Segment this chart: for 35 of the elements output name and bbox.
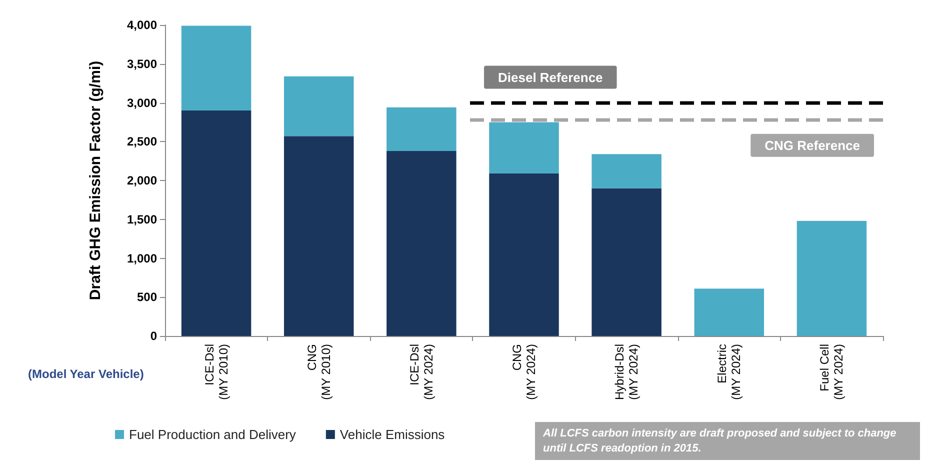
y-tick-label: 1,000 (126, 251, 158, 266)
bar (489, 174, 559, 336)
x-tick-label: Electric (MY 2024) (715, 344, 744, 400)
legend-label: Vehicle Emissions (340, 427, 446, 442)
x-tick-label: ICE-Dsl (MY 2024) (407, 344, 436, 400)
bar (181, 110, 252, 336)
text: (Model Year Vehicle) (28, 367, 144, 381)
x-tick-label: CNG (MY 2010) (304, 344, 333, 400)
bar (592, 188, 662, 336)
x-tick-label: CNG (MY 2024) (510, 344, 538, 400)
y-tick-label: 0 (150, 329, 158, 343)
text: All LCFS carbon intensity are draft proposed and subject to change until LCFS readoption in 2015. (542, 428, 900, 454)
bar (489, 122, 559, 174)
y-tick-label: 1,500 (126, 212, 158, 226)
bar (796, 220, 867, 336)
bar (284, 136, 354, 336)
y-tick-label: 2,000 (126, 174, 158, 188)
legend-label: Fuel Production and Delivery (129, 427, 296, 442)
bar (181, 26, 252, 111)
ref-line-label: Diesel Reference (498, 70, 603, 85)
bar (386, 150, 456, 336)
ref-line-label: CNG Reference (764, 138, 860, 153)
x-tick-label: Hybrid-Dsl (MY 2024) (612, 344, 641, 400)
y-tick-label: 4,000 (126, 18, 158, 32)
bar (284, 76, 354, 136)
bar (694, 288, 764, 336)
bar (386, 107, 456, 151)
y-tick-label: 3,500 (126, 56, 158, 71)
y-tick-label: 500 (136, 290, 158, 304)
x-tick-label: Fuel Cell (MY 2024) (818, 344, 846, 400)
y-axis-title: Draft GHG Emission Factor (g/mi) (87, 60, 104, 300)
y-tick-label: 3,000 (126, 96, 158, 110)
y-tick-label: 2,500 (126, 134, 158, 149)
x-tick-label: ICE-Dsl (MY 2010) (202, 344, 230, 400)
bar (592, 154, 662, 188)
